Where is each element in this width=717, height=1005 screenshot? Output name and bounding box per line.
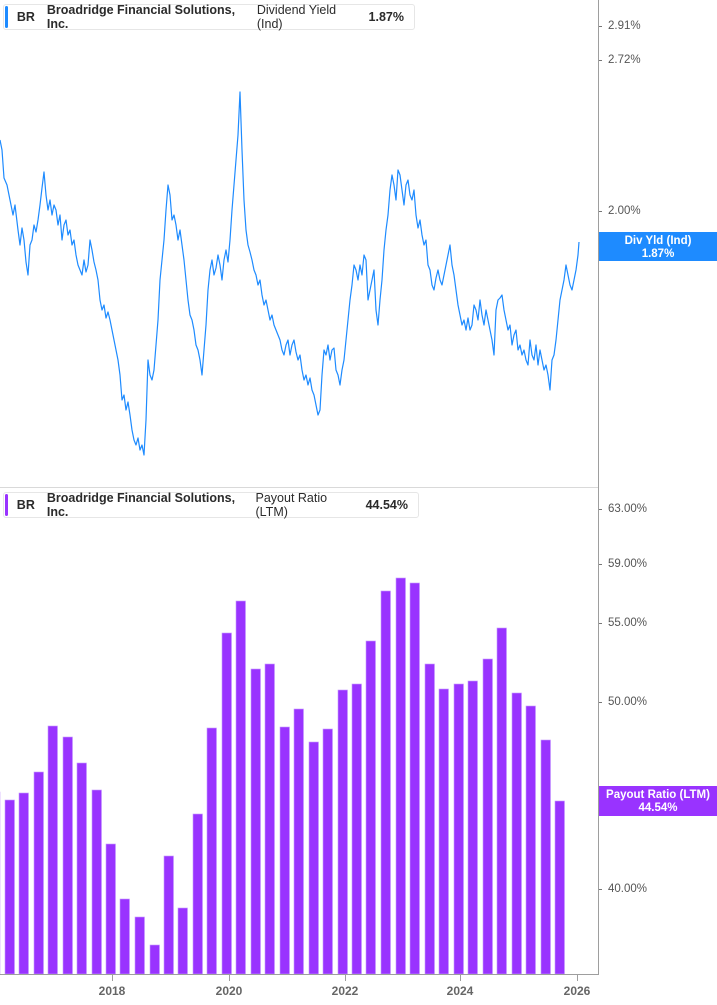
legend-color-swatch bbox=[5, 6, 8, 28]
legend-color-swatch bbox=[5, 494, 8, 516]
payout-ratio-y-axis bbox=[598, 488, 599, 975]
dividend-yield-legend[interactable]: BR Broadridge Financial Solutions, Inc. … bbox=[3, 3, 415, 31]
x-label-2018: 2018 bbox=[98, 984, 126, 998]
legend-ticker: BR bbox=[16, 498, 35, 512]
x-label-2020: 2020 bbox=[215, 984, 243, 998]
y-tick-50: 50.00% bbox=[599, 696, 647, 708]
y-tick-2.72: 2.72% bbox=[599, 54, 641, 66]
y-tick-2.91: 2.91% bbox=[599, 20, 641, 32]
dividend-yield-chart: BR Broadridge Financial Solutions, Inc. … bbox=[0, 0, 717, 488]
dividend-yield-line bbox=[0, 91, 580, 456]
dividend-yield-value-flag: Div Yld (Ind) 1.87% bbox=[599, 232, 717, 261]
x-tick-2020 bbox=[229, 975, 230, 981]
legend-ticker: BR bbox=[16, 10, 35, 24]
legend-metric: Dividend Yield (Ind) bbox=[256, 3, 337, 31]
flag-value: 44.54% bbox=[638, 802, 678, 814]
legend-metric: Payout Ratio (LTM) bbox=[255, 491, 328, 519]
legend-company: Broadridge Financial Solutions, Inc. bbox=[46, 491, 236, 519]
x-tick-2022 bbox=[345, 975, 346, 981]
legend-company: Broadridge Financial Solutions, Inc. bbox=[46, 3, 236, 31]
payout-ratio-bars bbox=[0, 577, 565, 975]
y-tick-55: 55.00% bbox=[599, 617, 647, 629]
x-label-2024: 2024 bbox=[446, 984, 474, 998]
x-tick-2026 bbox=[577, 975, 578, 981]
y-tick-40: 40.00% bbox=[599, 883, 647, 895]
dividend-yield-line-plot bbox=[0, 91, 580, 456]
x-label-2022: 2022 bbox=[331, 984, 359, 998]
x-axis bbox=[0, 974, 598, 975]
flag-value: 1.87% bbox=[641, 248, 675, 260]
legend-value: 1.87% bbox=[368, 10, 404, 24]
x-label-2026: 2026 bbox=[563, 984, 591, 998]
legend-value: 44.54% bbox=[365, 498, 408, 512]
payout-ratio-legend[interactable]: BR Broadridge Financial Solutions, Inc. … bbox=[3, 491, 419, 519]
panel-divider bbox=[0, 487, 598, 488]
x-tick-2018 bbox=[112, 975, 113, 981]
dividend-yield-y-axis bbox=[598, 0, 599, 488]
y-tick-2.00: 2.00% bbox=[599, 205, 641, 217]
x-tick-2024 bbox=[460, 975, 461, 981]
y-tick-59: 59.00% bbox=[599, 558, 647, 570]
flag-label: Payout Ratio (LTM) bbox=[606, 789, 710, 801]
y-tick-63: 63.00% bbox=[599, 503, 647, 515]
flag-label: Div Yld (Ind) bbox=[624, 235, 692, 247]
payout-ratio-value-flag: Payout Ratio (LTM) 44.54% bbox=[599, 786, 717, 816]
